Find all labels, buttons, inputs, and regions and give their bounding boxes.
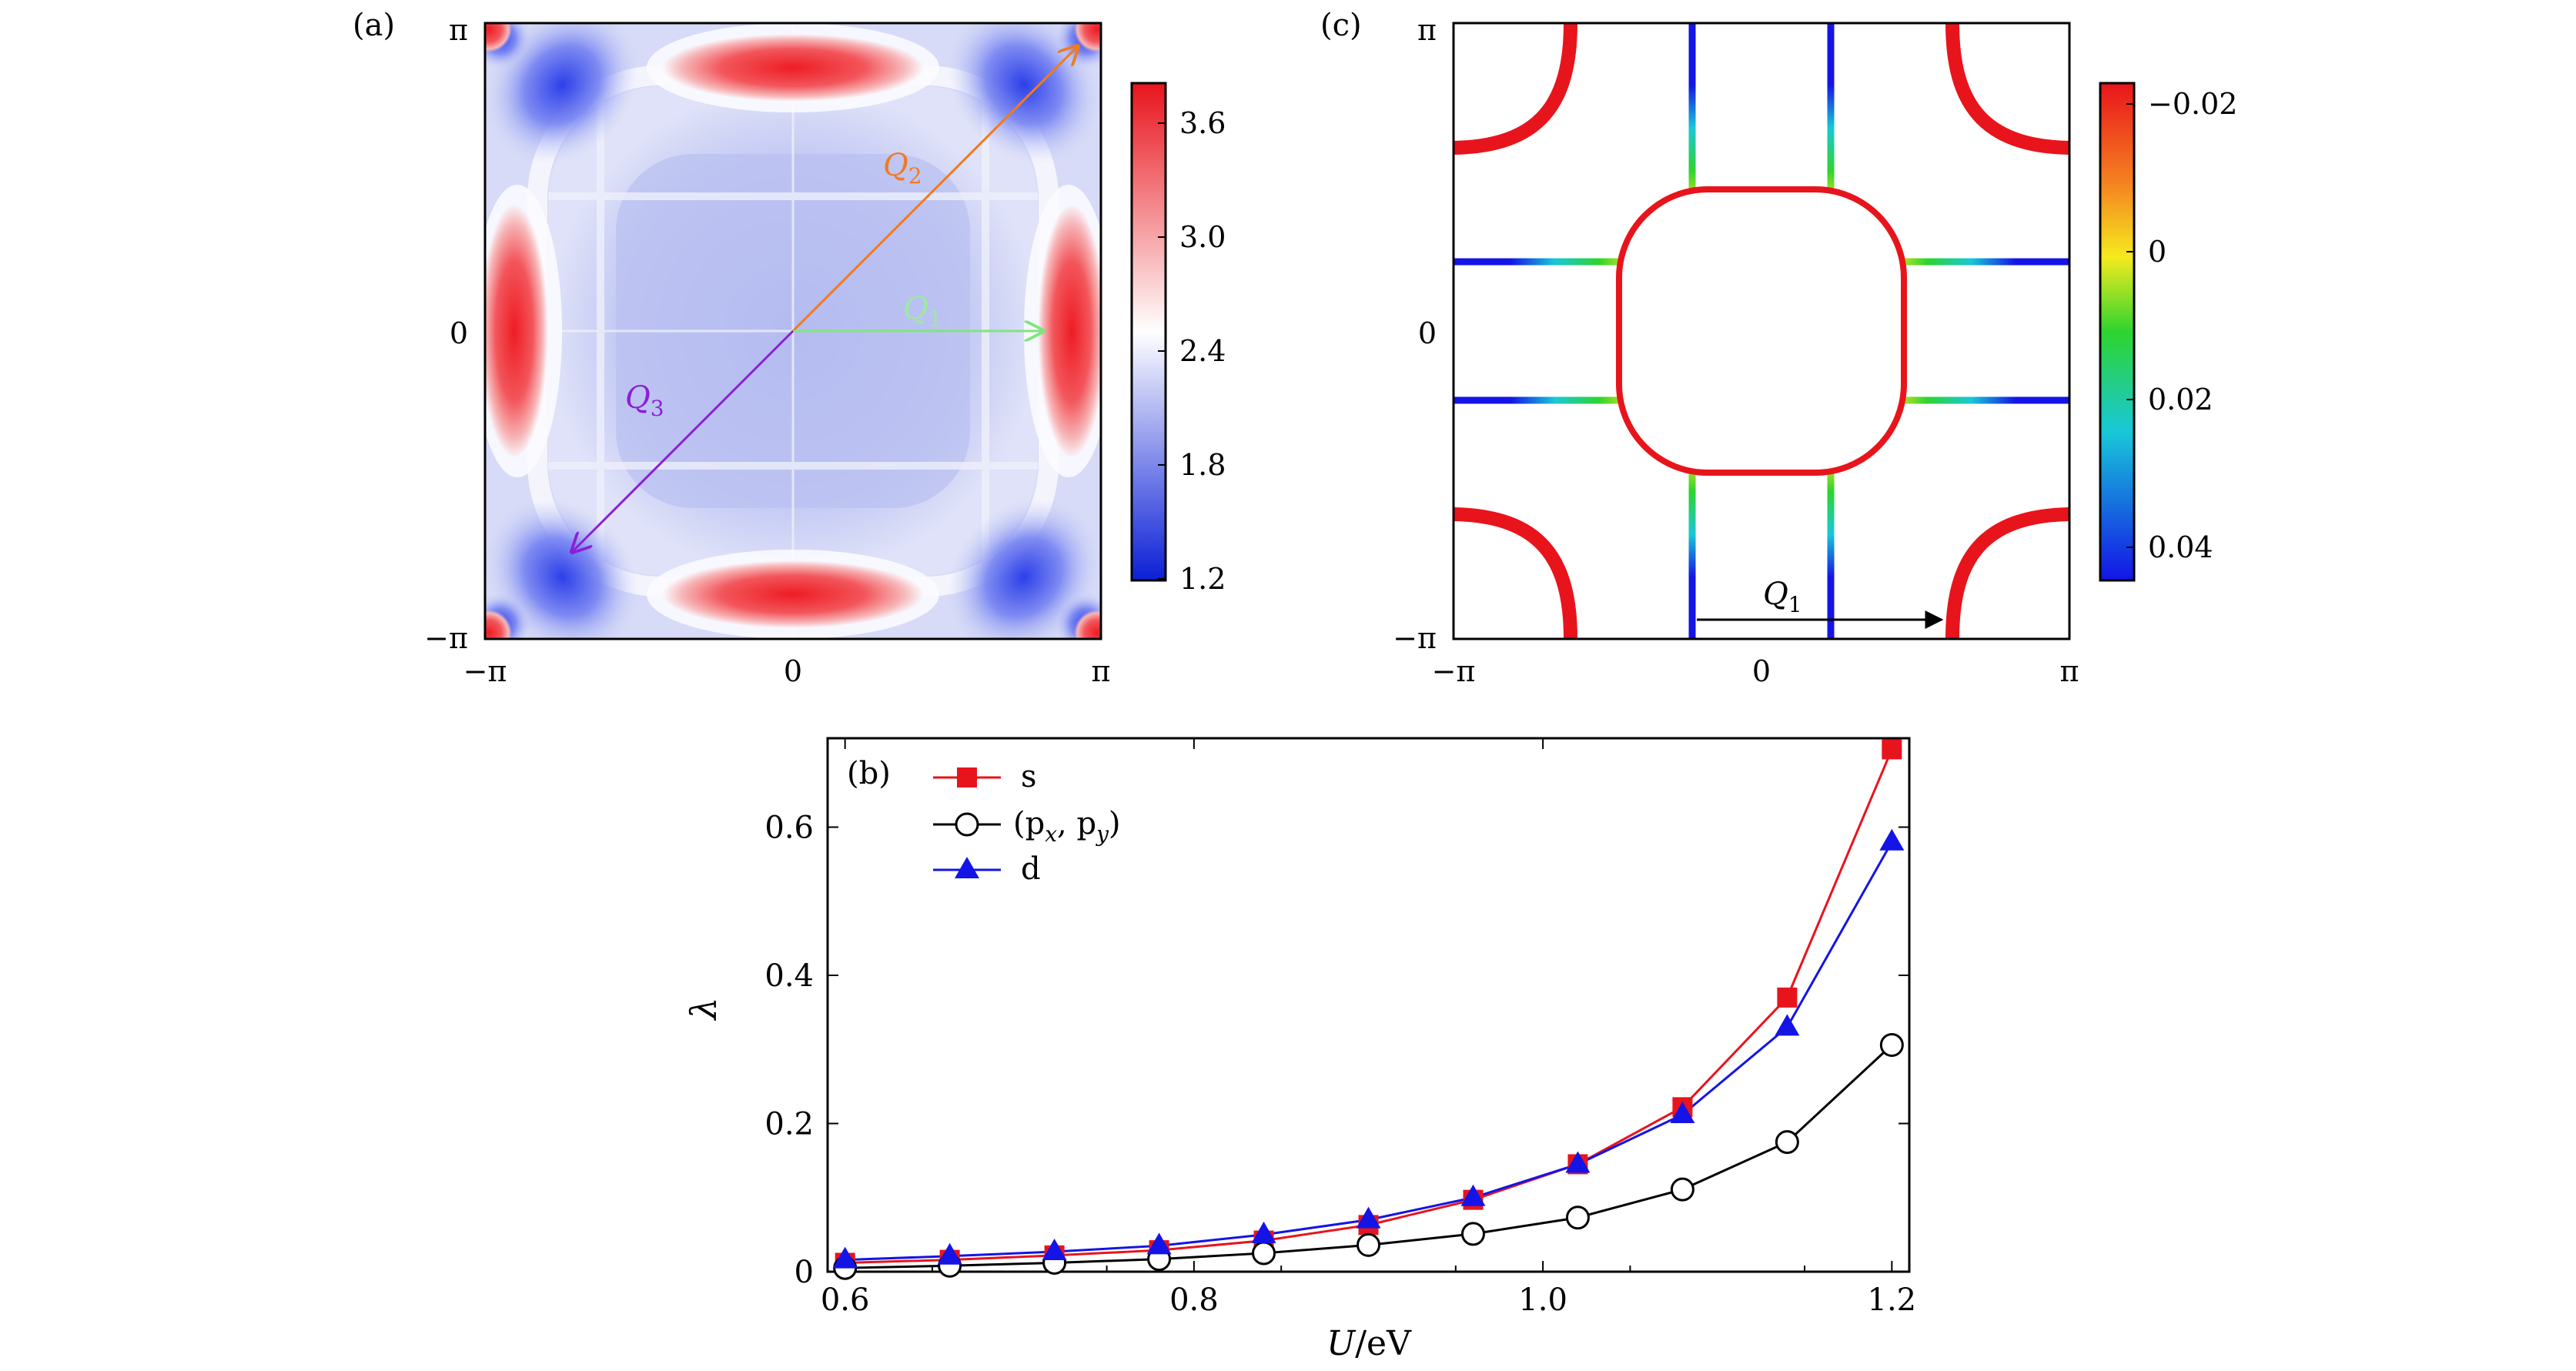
a-xtick-0: −π bbox=[463, 654, 507, 688]
legend-marker-square bbox=[957, 767, 977, 787]
a-ytick-0: π bbox=[449, 13, 468, 47]
a-ytick-1: 0 bbox=[450, 316, 468, 350]
colorbar-c-gradient bbox=[2099, 82, 2136, 582]
point-p bbox=[1252, 1241, 1276, 1266]
colorbar-c-tick-1: 0 bbox=[2148, 235, 2166, 269]
panel-c-axes: −π 0 π π 0 −π bbox=[1393, 13, 2079, 688]
panel-a-heatmap bbox=[485, 23, 1101, 639]
point-p bbox=[1565, 1205, 1590, 1230]
panel-a-frame bbox=[483, 22, 1102, 640]
point-p bbox=[1879, 1032, 1904, 1057]
panel-b-x-ticks: 0.6 0.8 1.0 1.2 bbox=[821, 738, 1916, 1318]
c-xtick-0: −π bbox=[1432, 654, 1476, 688]
vector-q2 bbox=[791, 46, 1078, 333]
c-xtick-2: π bbox=[2060, 654, 2079, 688]
vector-q3 bbox=[572, 329, 795, 552]
panel-c-fermi-surface bbox=[1454, 23, 2069, 639]
point-p bbox=[1357, 1232, 1380, 1257]
a-ytick-2: −π bbox=[424, 621, 468, 655]
x-tick-label: 1.2 bbox=[1868, 1282, 1917, 1318]
panel-c-vector: Q1 bbox=[1697, 577, 1944, 629]
colorbar-a-gradient bbox=[1130, 82, 1167, 582]
legend-marker-triangle bbox=[955, 857, 979, 878]
colorbar-a-tick-0: 3.6 bbox=[1179, 106, 1226, 140]
panel-a-axes: −π 0 π π 0 −π bbox=[424, 13, 1110, 688]
panel-b: (b) 0.6 0.8 1.0 1.2 0 0.2 0.4 0.6 U/eV λ s (px… bbox=[683, 737, 1916, 1363]
y-tick-label: 0.2 bbox=[764, 1107, 814, 1142]
legend-item-p: (px, py) bbox=[933, 806, 1121, 847]
panel-b-label: (b) bbox=[847, 756, 891, 791]
point-d bbox=[1146, 1232, 1172, 1255]
point-d bbox=[1775, 1014, 1800, 1036]
legend-marker-circle bbox=[955, 812, 979, 837]
panel-c-label: (c) bbox=[1320, 8, 1362, 43]
point-d bbox=[1356, 1206, 1381, 1229]
colorbar-c-tick-2: 0.02 bbox=[2148, 383, 2213, 416]
legend-item-d: d bbox=[933, 851, 1041, 887]
c-ytick-2: −π bbox=[1393, 621, 1437, 655]
legend-item-s: s bbox=[933, 759, 1037, 794]
point-d bbox=[1460, 1184, 1486, 1206]
panel-c-colorbar: −0.02 0 0.02 0.04 bbox=[2099, 82, 2237, 582]
vector-q1-c-label: Q1 bbox=[1763, 577, 1802, 617]
panel-c-frame bbox=[1452, 22, 2071, 640]
fs-corner-pockets bbox=[1454, 23, 2069, 639]
point-d bbox=[832, 1246, 858, 1269]
point-d bbox=[937, 1242, 962, 1265]
vector-q1-label: Q1 bbox=[903, 291, 942, 332]
c-xtick-1: 0 bbox=[1752, 654, 1771, 688]
panel-b-legend: s (px, py) d bbox=[933, 759, 1121, 887]
fs-central-pocket bbox=[1616, 186, 1907, 476]
y-tick-label: 0.6 bbox=[764, 811, 814, 846]
point-d bbox=[1565, 1151, 1591, 1173]
panel-a-vectors: Q2 Q1 Q3 bbox=[572, 46, 1078, 552]
point-p bbox=[1775, 1130, 1799, 1155]
point-d bbox=[1670, 1101, 1695, 1123]
panel-c: (c) Q1 −π 0 π π bbox=[1320, 8, 2237, 688]
panel-a-colorbar: 3.6 3.0 2.4 1.8 1.2 bbox=[1130, 82, 1226, 596]
vector-q3-label: Q3 bbox=[625, 380, 664, 421]
point-d bbox=[1042, 1239, 1067, 1261]
colorbar-c-tick-0: −0.02 bbox=[2148, 87, 2237, 121]
colorbar-a-tick-1: 3.0 bbox=[1179, 220, 1226, 254]
vector-q2-label: Q2 bbox=[883, 148, 922, 189]
panel-b-xlabel: U/eV bbox=[1326, 1324, 1412, 1363]
panel-a: (a) bbox=[353, 8, 1226, 688]
colorbar-a-tick-2: 2.4 bbox=[1179, 334, 1226, 368]
series-line-0 bbox=[845, 748, 1893, 1264]
point-s bbox=[1882, 739, 1902, 760]
y-tick-label: 0.4 bbox=[764, 958, 814, 994]
x-tick-label: 0.6 bbox=[821, 1282, 870, 1318]
colorbar-a-tick-4: 1.2 bbox=[1179, 562, 1226, 596]
x-tick-label: 1.0 bbox=[1518, 1282, 1567, 1318]
panel-b-ylabel: λ bbox=[683, 997, 724, 1021]
panel-a-label: (a) bbox=[353, 8, 395, 43]
legend-label-d: d bbox=[1021, 851, 1041, 887]
a-xtick-2: π bbox=[1092, 654, 1111, 688]
point-s bbox=[1777, 987, 1798, 1008]
panel-b-series bbox=[832, 739, 1905, 1280]
panel-b-y-ticks: 0 0.2 0.4 0.6 bbox=[764, 811, 1909, 1290]
legend-label-s: s bbox=[1021, 759, 1037, 794]
a-xtick-1: 0 bbox=[784, 654, 802, 688]
point-p bbox=[1460, 1222, 1485, 1246]
colorbar-a-tick-3: 1.8 bbox=[1179, 448, 1226, 482]
point-d bbox=[1879, 828, 1905, 851]
c-ytick-1: 0 bbox=[1418, 316, 1437, 350]
colorbar-a-ticks bbox=[1158, 122, 1166, 580]
legend-label-p: (px, py) bbox=[1013, 806, 1121, 847]
colorbar-c-ticks bbox=[2126, 103, 2134, 548]
point-p bbox=[1670, 1177, 1694, 1202]
heatmap-red-lobes bbox=[485, 23, 1101, 639]
c-ytick-0: π bbox=[1417, 13, 1437, 47]
y-tick-label: 0 bbox=[795, 1255, 814, 1290]
point-d bbox=[1251, 1221, 1276, 1243]
panel-b-frame bbox=[826, 737, 1911, 1273]
colorbar-c-tick-3: 0.04 bbox=[2148, 530, 2213, 564]
x-tick-label: 0.8 bbox=[1169, 1282, 1219, 1318]
